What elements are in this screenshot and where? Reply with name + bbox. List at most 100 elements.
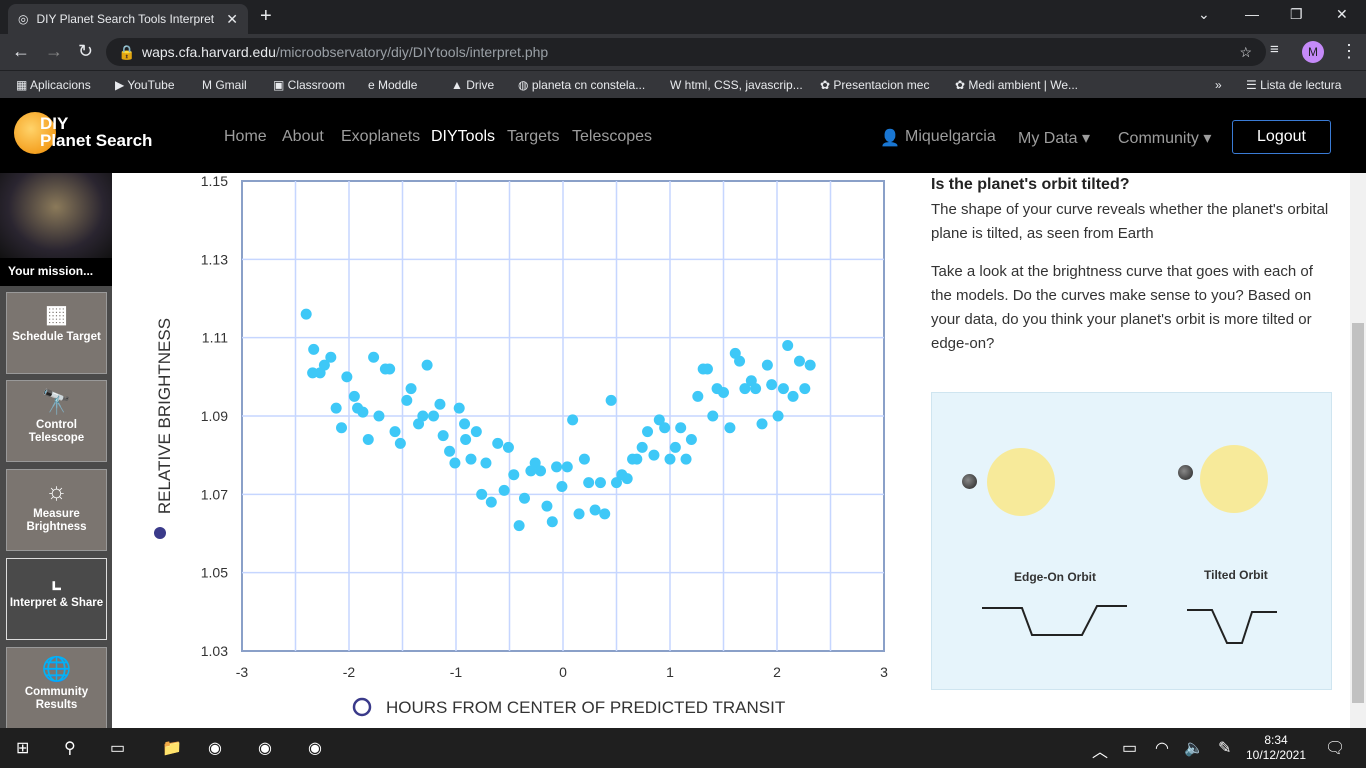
bookmark-star-icon[interactable]: ☆ [1239, 44, 1252, 60]
logo-icon[interactable] [14, 112, 56, 154]
bookmark-drive[interactable]: ▲ Drive [451, 78, 495, 92]
section-heading: Is the planet's orbit tilted? [931, 176, 1130, 193]
taskbar: ⊞ ⚲ ▭ 📁 ◉ ◉ ◉ ︿ ▭ ◠ 🔈 ✎ 8:34 10/12/2021 … [0, 728, 1366, 768]
y-tick-label: 1.05 [201, 565, 228, 581]
volume-icon[interactable]: 🔈 [1184, 740, 1204, 757]
data-point [421, 359, 433, 371]
edge-icon[interactable]: ◉ [208, 740, 222, 757]
data-point [567, 414, 579, 426]
data-point [561, 461, 573, 473]
bookmark-apps[interactable]: ▦ Aplicacions [16, 78, 91, 92]
bookmark-presentacion[interactable]: ✿ Presentacion mec [820, 78, 930, 92]
y-tick-label: 1.11 [202, 330, 228, 346]
sidebar-item-community-results[interactable]: 🌐 Community Results [6, 647, 107, 729]
my-data-dropdown[interactable]: My Data ▾ [1018, 130, 1091, 147]
data-point [453, 402, 465, 414]
sidebar-item-schedule-target[interactable]: ▦ Schedule Target [6, 292, 107, 374]
nav-about[interactable]: About [282, 128, 324, 145]
planet-image [0, 173, 112, 258]
firefox-icon[interactable]: ◉ [258, 740, 272, 757]
clock-time: 8:34 [1264, 733, 1288, 747]
sidebar-item-interpret-share[interactable]: ⌞ Interpret & Share [6, 558, 107, 640]
light-curve-chart: 1.15 1.13 1.11 1.09 1.07 1.05 1.03 -3 -2 -1 0 1 2 3 RE… [154, 173, 888, 717]
planet-icon [962, 474, 977, 489]
bookmark-youtube[interactable]: ▶ YouTube [115, 78, 175, 92]
browser-tab[interactable]: ◎ DIY Planet Search Tools Interpret ✕ [8, 4, 248, 34]
chart-icon: ⌞ [50, 567, 63, 594]
calendar-icon: ▦ [45, 301, 68, 328]
clock-icon [352, 697, 372, 717]
forward-icon[interactable]: → [45, 41, 63, 61]
restore-button[interactable]: ❐ [1290, 6, 1303, 22]
close-tab-icon[interactable]: ✕ [226, 10, 238, 27]
reading-list-icon[interactable]: ≡ [1270, 41, 1279, 58]
data-point [685, 434, 697, 445]
data-point [417, 410, 429, 422]
x-tick-label: -1 [450, 664, 463, 680]
search-icon[interactable]: ⚲ [64, 740, 76, 757]
close-window-button[interactable]: ✕ [1336, 6, 1348, 22]
data-point [648, 449, 660, 461]
sidebar-item-measure-brightness[interactable]: ☼ Measure Brightness [6, 469, 107, 551]
x-tick-label: -2 [343, 664, 356, 680]
data-point [341, 371, 353, 383]
logout-button[interactable]: Logout [1232, 120, 1331, 154]
url-input[interactable]: 🔒 waps.cfa.harvard.edu/microobservatory/d… [106, 38, 1266, 66]
more-bookmarks-icon[interactable]: » [1215, 78, 1222, 92]
planet-icon [1178, 465, 1193, 480]
data-point [449, 457, 461, 469]
bookmark-gmail[interactable]: M Gmail [202, 78, 247, 92]
nav-home[interactable]: Home [224, 128, 267, 145]
orbit-models-image: Edge-On Orbit Tilted Orbit [931, 392, 1332, 690]
nav-targets[interactable]: Targets [507, 128, 560, 145]
file-explorer-icon[interactable]: 📁 [162, 740, 182, 757]
bookmark-medi[interactable]: ✿ Medi ambient | We... [955, 78, 1078, 92]
notifications-icon[interactable]: 🗨 [1325, 740, 1346, 757]
data-point [465, 453, 477, 465]
x-axis-label: HOURS FROM CENTER OF PREDICTED TRANSIT [386, 698, 785, 717]
data-point [546, 516, 558, 528]
menu-icon[interactable]: ⋮ [1340, 41, 1358, 61]
reload-icon[interactable]: ↻ [78, 41, 94, 61]
profile-avatar[interactable]: M [1302, 41, 1324, 63]
data-point [498, 484, 510, 496]
task-view-icon[interactable]: ▭ [110, 740, 126, 757]
bookmarks-bar: ▦ Aplicacions ▶ YouTube M Gmail ▣ Classr… [0, 70, 1366, 98]
x-tick-label: 0 [559, 664, 567, 680]
nav-exoplanets[interactable]: Exoplanets [341, 128, 421, 145]
reading-list-button[interactable]: ☰ Lista de lectura [1246, 78, 1342, 92]
site-logo[interactable]: DIY Planet Search [40, 114, 153, 150]
back-icon[interactable]: ← [12, 41, 30, 61]
y-tick-label: 1.09 [201, 408, 228, 424]
data-point [799, 383, 811, 395]
pen-icon[interactable]: ✎ [1218, 740, 1232, 757]
sidebar-item-control-telescope[interactable]: 🔭 Control Telescope [6, 380, 107, 462]
bookmark-html[interactable]: W html, CSS, javascrip... [670, 78, 803, 92]
bookmark-planeta[interactable]: ◍ planeta cn constela... [518, 78, 646, 92]
page-scrollbar[interactable] [1350, 173, 1366, 728]
nav-telescopes[interactable]: Telescopes [572, 128, 653, 145]
minimize-button[interactable]: — [1245, 6, 1259, 22]
wifi-icon[interactable]: ◠ [1155, 740, 1169, 757]
clock[interactable]: 8:34 10/12/2021 [1244, 733, 1308, 763]
community-dropdown[interactable]: Community ▾ [1118, 130, 1212, 147]
new-tab-button[interactable]: + [260, 5, 272, 27]
tray-chevron-icon[interactable]: ︿ [1092, 744, 1109, 761]
tab-search-icon[interactable]: ⌄ [1198, 6, 1210, 22]
data-point [476, 488, 488, 500]
data-point [793, 355, 805, 367]
data-point [734, 355, 746, 367]
x-tick-label: 3 [880, 664, 888, 680]
nav-diytools[interactable]: DIYTools [431, 128, 496, 145]
bookmark-classroom[interactable]: ▣ Classroom [273, 78, 346, 92]
data-point [357, 406, 369, 418]
model-curves [982, 605, 1277, 644]
windows-start-icon[interactable]: ⊞ [16, 740, 30, 757]
bookmark-moddle[interactable]: e Moddle [368, 78, 418, 92]
data-point [518, 492, 530, 504]
star-icon [1200, 445, 1268, 513]
data-point [389, 426, 401, 438]
chrome-icon[interactable]: ◉ [308, 740, 322, 757]
user-name[interactable]: Miquelgarcia [905, 128, 996, 145]
data-point [675, 422, 687, 434]
